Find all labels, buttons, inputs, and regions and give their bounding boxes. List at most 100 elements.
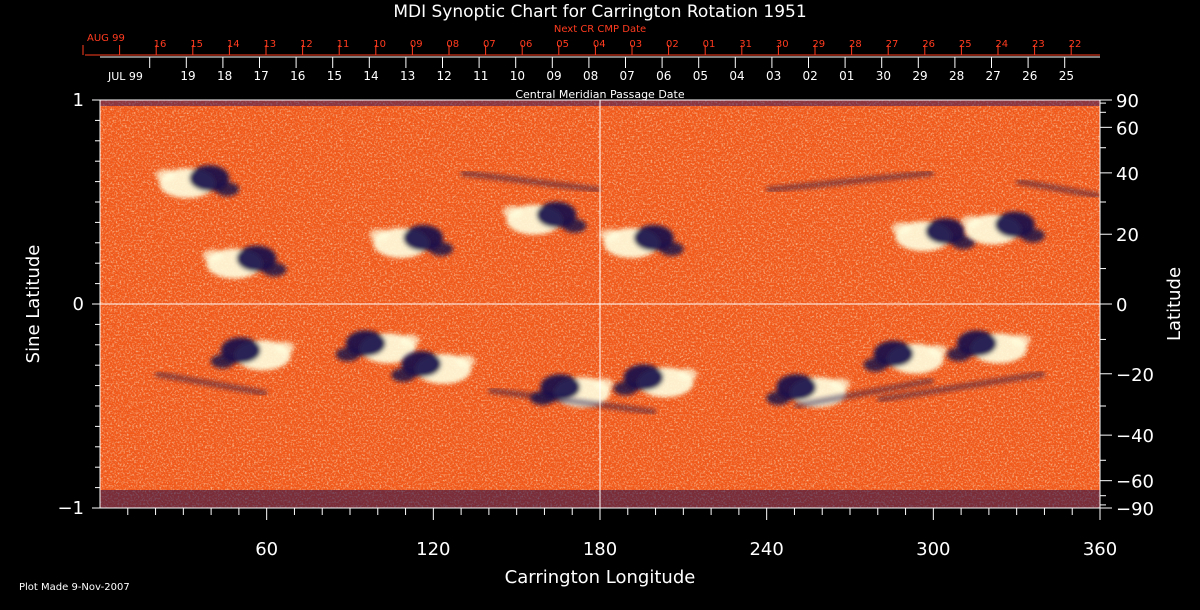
y2-tick-label: 20 xyxy=(1116,225,1139,246)
top-date-label: 04 xyxy=(593,39,606,50)
y2-tick-label: 0 xyxy=(1116,295,1127,316)
active-region xyxy=(502,201,587,235)
x-tick-label: 360 xyxy=(1083,539,1117,560)
cmp-date-scale: 19 18 17 16 15 14 13 12 11 10 09 08 07 06 05 04 03 02 01 30… xyxy=(149,57,1074,83)
active-region xyxy=(155,165,240,199)
bottom-date-label: 25 xyxy=(1059,69,1074,83)
next-cr-label: Next CR CMP Date xyxy=(554,24,646,35)
top-date-label: 29 xyxy=(812,39,825,50)
positive-patch xyxy=(677,368,698,381)
active-region xyxy=(960,211,1045,245)
top-date-label: 16 xyxy=(154,39,167,50)
top-date-label: 10 xyxy=(373,39,386,50)
negative-patch xyxy=(613,381,638,396)
top-date-label: 22 xyxy=(1069,39,1082,50)
top-date-label: 26 xyxy=(922,39,935,50)
decayed-flux-streak xyxy=(155,370,268,397)
positive-patch xyxy=(1010,334,1031,347)
negative-patch xyxy=(262,262,287,277)
positive-patch xyxy=(960,215,981,228)
bottom-date-label: 19 xyxy=(180,69,195,83)
negative-patch xyxy=(210,354,235,369)
negative-patch xyxy=(863,357,888,372)
negative-patch xyxy=(946,347,971,362)
positive-patch xyxy=(155,169,176,182)
x-axis: 60 120 180 240 300 360 xyxy=(127,508,1117,560)
bottom-date-label: 06 xyxy=(656,69,671,83)
top-date-label: 02 xyxy=(666,39,679,50)
active-region xyxy=(335,330,420,364)
y2-tick-label: 90 xyxy=(1116,91,1139,112)
positive-patch xyxy=(202,249,223,262)
positive-patch xyxy=(927,344,948,357)
y2-tick-label: −60 xyxy=(1116,472,1154,493)
bottom-date-label: 16 xyxy=(290,69,305,83)
negative-patch xyxy=(429,241,454,256)
negative-patch xyxy=(1020,228,1045,243)
bottom-date-label: 02 xyxy=(803,69,818,83)
top-date-label: 03 xyxy=(629,39,642,50)
negative-patch xyxy=(335,347,360,362)
top-date-label: 06 xyxy=(520,39,533,50)
positive-patch xyxy=(599,228,620,241)
top-date-label: 01 xyxy=(703,39,716,50)
negative-patch xyxy=(766,391,791,406)
active-region xyxy=(391,351,476,385)
top-date-label: 23 xyxy=(1032,39,1045,50)
top-date-label: 15 xyxy=(190,39,203,50)
bottom-date-label: 17 xyxy=(254,69,269,83)
negative-patch xyxy=(951,235,976,250)
bottom-month-label: JUL 99 xyxy=(107,70,143,83)
decayed-flux-streak xyxy=(460,169,601,193)
positive-patch xyxy=(830,378,851,391)
active-region xyxy=(210,337,295,371)
decayed-flux-streak xyxy=(766,169,934,193)
active-region xyxy=(369,224,454,258)
negative-patch xyxy=(215,182,240,197)
y-tick-label: −1 xyxy=(57,498,84,519)
positive-patch xyxy=(502,205,523,218)
top-date-label: 13 xyxy=(263,39,276,50)
positive-patch xyxy=(594,378,615,391)
top-date-label: 08 xyxy=(446,39,459,50)
y2-tick-label: 40 xyxy=(1116,164,1139,185)
bottom-date-label: 07 xyxy=(620,69,635,83)
bottom-date-label: 26 xyxy=(1022,69,1037,83)
top-date-label: 05 xyxy=(556,39,569,50)
bottom-date-label: 08 xyxy=(583,69,598,83)
y-axis-latitude: 90 60 40 20 0 −20 −40 −60 −90 xyxy=(1100,91,1154,520)
positive-patch xyxy=(455,355,476,368)
bottom-date-label: 04 xyxy=(729,69,744,83)
x-tick-label: 60 xyxy=(255,539,278,560)
bottom-date-label: 15 xyxy=(327,69,342,83)
top-date-label: 28 xyxy=(849,39,862,50)
bottom-date-label: 05 xyxy=(693,69,708,83)
active-region xyxy=(202,245,287,279)
plot-made-footer: Plot Made 9-Nov-2007 xyxy=(19,582,130,593)
positive-patch xyxy=(369,228,390,241)
positive-patch xyxy=(399,334,420,347)
negative-patch xyxy=(659,241,684,256)
top-date-label: 11 xyxy=(337,39,350,50)
decayed-flux-streak xyxy=(488,387,656,416)
y2-tick-label: −90 xyxy=(1116,499,1154,520)
top-date-label: 31 xyxy=(739,39,752,50)
bottom-date-label: 28 xyxy=(949,69,964,83)
top-date-label: 07 xyxy=(483,39,496,50)
y2-axis-label: Latitude xyxy=(1164,267,1185,341)
bottom-date-label: 30 xyxy=(876,69,891,83)
y2-tick-label: −20 xyxy=(1116,365,1154,386)
top-date-label: 24 xyxy=(995,39,1008,50)
active-region xyxy=(863,340,948,374)
active-region xyxy=(946,330,1031,364)
negative-patch xyxy=(391,368,416,383)
bottom-date-label: 18 xyxy=(217,69,232,83)
y-axis-sine-latitude: 1 0 −1 xyxy=(57,90,100,519)
top-date-label: 09 xyxy=(410,39,423,50)
x-tick-label: 240 xyxy=(749,539,783,560)
bottom-date-label: 13 xyxy=(400,69,415,83)
next-cr-date-scale: 16 15 14 13 12 11 10 09 08 07 06 05 04 03 02 01 31 30 29 28… xyxy=(82,39,1082,55)
x-tick-label: 120 xyxy=(416,539,450,560)
x-axis-label: Carrington Longitude xyxy=(505,567,696,588)
